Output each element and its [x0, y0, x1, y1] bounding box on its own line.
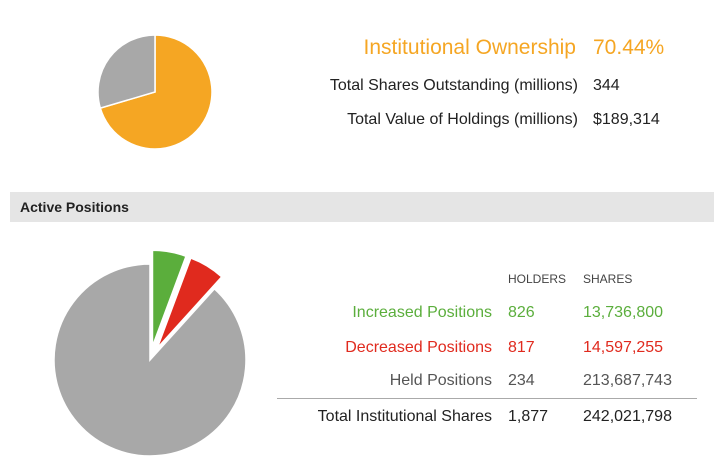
- pie-slice-increased: [151, 250, 187, 347]
- ownership-value: 70.44%: [593, 36, 665, 59]
- shares-outstanding-value: 344: [593, 77, 620, 94]
- held-positions-holders: 234: [508, 372, 535, 389]
- section-title: Active Positions: [20, 199, 129, 215]
- holders-column-header: HOLDERS: [508, 272, 567, 286]
- active-positions-header: Active Positions: [10, 192, 714, 222]
- pie-slice-1: [97, 34, 156, 110]
- increased-positions-label: Increased Positions: [352, 304, 492, 321]
- increased-positions-shares: 13,736,800: [583, 304, 664, 321]
- holdings-value-label: Total Value of Holdings (millions): [347, 111, 578, 128]
- decreased-positions-label: Decreased Positions: [345, 339, 492, 356]
- decreased-positions-holders: 817: [508, 339, 535, 356]
- pie-slice-decreased: [156, 257, 223, 349]
- table-divider: [277, 398, 697, 399]
- pie-slice-held: [53, 263, 247, 457]
- shares-column-header: SHARES: [583, 272, 633, 286]
- decreased-positions-shares: 14,597,255: [583, 339, 664, 356]
- total-institutional-shares-label: Total Institutional Shares: [317, 408, 492, 425]
- shares-outstanding-label: Total Shares Outstanding (millions): [329, 77, 578, 94]
- total-shares: 242,021,798: [583, 408, 672, 425]
- ownership-pie-chart: [97, 34, 213, 150]
- total-holders: 1,877: [508, 408, 549, 425]
- holdings-value: $189,314: [593, 111, 660, 128]
- pie-slice-0: [99, 34, 213, 150]
- held-positions-shares: 213,687,743: [583, 372, 672, 389]
- held-positions-label: Held Positions: [389, 372, 492, 389]
- active-positions-pie-chart: [53, 250, 247, 457]
- ownership-label: Institutional Ownership: [363, 36, 576, 59]
- increased-positions-holders: 826: [508, 304, 535, 321]
